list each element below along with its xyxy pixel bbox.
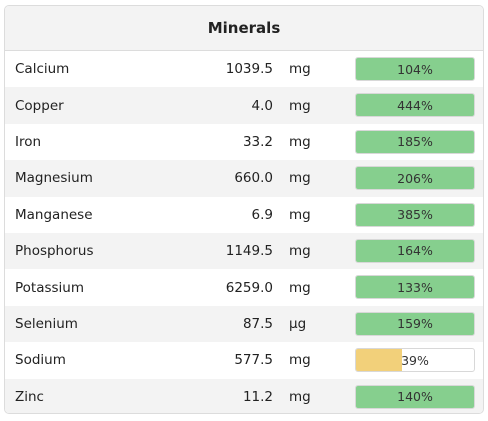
percent-label: 133% <box>397 279 433 295</box>
table-row: Sodium 577.5 mg 39% <box>5 342 483 378</box>
percent-bar-fill <box>356 239 474 262</box>
percent-bar: 206% <box>355 166 475 191</box>
nutrient-amount: 6259.0 <box>225 279 273 296</box>
nutrient-amount: 577.5 <box>234 352 273 369</box>
percent-bar: 444% <box>355 93 475 118</box>
nutrient-unit: mg <box>289 61 311 78</box>
nutrient-amount: 1149.5 <box>225 243 273 260</box>
percent-bar: 385% <box>355 202 475 227</box>
percent-label: 159% <box>397 316 433 332</box>
nutrient-amount: 1039.5 <box>225 61 273 78</box>
table-row: Potassium 6259.0 mg 133% <box>5 269 483 305</box>
nutrient-name: Magnesium <box>15 170 93 187</box>
percent-bar-fill <box>356 203 474 226</box>
percent-label: 140% <box>397 389 433 405</box>
percent-label: 39% <box>401 352 429 368</box>
table-row: Selenium 87.5 µg 159% <box>5 305 483 343</box>
nutrient-amount: 660.0 <box>234 170 273 187</box>
table-row: Phosphorus 1149.5 mg 164% <box>5 232 483 270</box>
percent-bar: 104% <box>355 57 475 81</box>
nutrient-unit: mg <box>289 279 311 296</box>
nutrient-unit: mg <box>289 133 311 150</box>
nutrient-name: Calcium <box>15 61 70 78</box>
percent-label: 104% <box>397 61 433 77</box>
percent-bar-fill <box>356 276 474 299</box>
percent-bar-fill <box>356 349 403 372</box>
panel-title: Minerals <box>5 6 483 51</box>
table-row: Iron 33.2 mg 185% <box>5 124 483 160</box>
table-row: Zinc 11.2 mg 140% <box>5 378 483 413</box>
percent-bar: 164% <box>355 238 475 263</box>
percent-label: 206% <box>397 170 433 186</box>
table-row: Magnesium 660.0 mg 206% <box>5 160 483 197</box>
nutrient-name: Copper <box>15 97 64 114</box>
nutrient-name: Phosphorus <box>15 243 94 260</box>
nutrient-unit: mg <box>289 352 311 369</box>
table-row: Copper 4.0 mg 444% <box>5 87 483 124</box>
nutrient-unit: µg <box>289 315 307 332</box>
percent-bar-fill <box>356 130 474 153</box>
nutrient-amount: 6.9 <box>251 206 273 223</box>
percent-label: 164% <box>397 243 433 259</box>
minerals-panel: Minerals Calcium 1039.5 mg 104% Copper 4.0 mg 4… <box>4 5 484 414</box>
percent-bar-fill <box>356 312 474 335</box>
percent-bar-fill <box>356 94 474 117</box>
percent-bar: 133% <box>355 275 475 300</box>
percent-bar: 185% <box>355 129 475 154</box>
table-row: Calcium 1039.5 mg 104% <box>5 51 483 87</box>
percent-bar-fill <box>356 167 474 190</box>
nutrient-unit: mg <box>289 206 311 223</box>
percent-label: 185% <box>397 134 433 150</box>
percent-label: 385% <box>397 207 433 223</box>
nutrient-name: Selenium <box>15 315 78 332</box>
nutrient-unit: mg <box>289 170 311 187</box>
nutrient-unit: mg <box>289 97 311 114</box>
table-row: Manganese 6.9 mg 385% <box>5 197 483 233</box>
percent-bar: 140% <box>355 384 475 409</box>
nutrient-amount: 11.2 <box>242 388 273 405</box>
nutrient-amount: 4.0 <box>251 97 273 114</box>
percent-bar: 159% <box>355 311 475 336</box>
nutrient-name: Potassium <box>15 279 85 296</box>
nutrient-amount: 87.5 <box>242 315 273 332</box>
nutrient-unit: mg <box>289 388 311 405</box>
nutrient-unit: mg <box>289 243 311 260</box>
nutrient-name: Iron <box>15 133 42 150</box>
nutrient-name: Sodium <box>15 352 66 369</box>
percent-label: 444% <box>397 97 433 113</box>
nutrient-name: Manganese <box>15 206 93 223</box>
nutrient-name: Zinc <box>15 388 44 405</box>
percent-bar-fill <box>356 58 474 80</box>
nutrient-amount: 33.2 <box>242 133 273 150</box>
minerals-table: Calcium 1039.5 mg 104% Copper 4.0 mg 444% Iron 33… <box>5 51 483 413</box>
percent-bar: 39% <box>355 348 475 373</box>
percent-bar-fill <box>356 385 474 408</box>
